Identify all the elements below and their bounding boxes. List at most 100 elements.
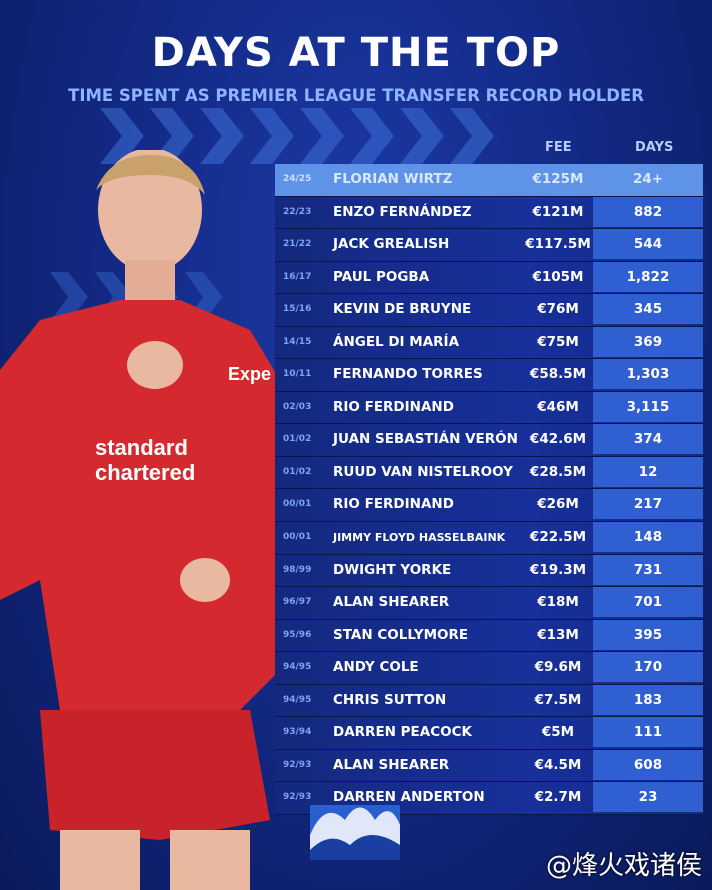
player-name-cell: KEVIN DE BRUYNE <box>333 301 472 318</box>
fee-cell: €75M <box>537 333 579 350</box>
fee-cell: €2.7M <box>534 789 582 806</box>
table-row: 15/16 KEVIN DE BRUYNE 345 €76M <box>275 294 703 327</box>
table-row: 00/01 RIO FERDINAND 217 €26M <box>275 489 703 523</box>
season-cell: 00/01 <box>283 499 312 510</box>
player-name-cell: ANDY COLE <box>333 659 419 676</box>
days-cell: 369 <box>593 326 703 357</box>
player-name-cell: CHRIS SUTTON <box>333 691 447 708</box>
player-name-cell: JUAN SEBASTIÁN VERÓN <box>333 431 518 448</box>
fee-cell: €117.5M <box>525 236 591 253</box>
table-row: 10/11 FERNANDO TORRES 1,303 €58.5M <box>275 359 703 392</box>
player-name-cell: RIO FERDINAND <box>333 398 454 415</box>
svg-text:chartered: chartered <box>95 460 195 485</box>
player-name-cell: RUUD VAN NISTELROOY <box>333 463 513 480</box>
table-row: 21/22 JACK GREALISH 544 €117.5M <box>275 229 703 262</box>
column-header-days: DAYS <box>635 140 674 155</box>
season-cell: 98/99 <box>283 564 312 575</box>
fee-cell: €28.5M <box>529 463 587 480</box>
fee-cell: €42.6M <box>529 431 587 448</box>
table-row: 98/99 DWIGHT YORKE 731 €19.3M <box>275 554 703 588</box>
season-cell: 16/17 <box>283 271 312 282</box>
days-cell: 608 <box>593 749 703 780</box>
fee-cell: €5M <box>541 724 575 741</box>
fee-cell: €121M <box>532 203 584 220</box>
player-name-cell: STAN COLLYMORE <box>333 626 469 643</box>
season-cell: 93/94 <box>283 727 312 738</box>
transfer-record-table: 24/25 FLORIAN WIRTZ 24+ €125M 22/23 ENZO FERN… <box>275 164 703 815</box>
days-cell: 395 <box>593 619 703 650</box>
svg-text:Expe: Expe <box>228 364 271 384</box>
page-subtitle: TIME SPENT AS PREMIER LEAGUE TRANSFER RE… <box>68 86 644 105</box>
fee-cell: €19.3M <box>529 561 587 578</box>
days-cell: 345 <box>593 294 703 325</box>
days-cell: 111 <box>593 717 703 748</box>
fee-cell: €7.5M <box>534 691 582 708</box>
column-header-fee: FEE <box>545 140 572 155</box>
player-name-cell: FLORIAN WIRTZ <box>333 171 453 187</box>
days-cell: 3,115 <box>593 391 703 422</box>
season-cell: 94/95 <box>283 662 312 673</box>
days-cell: 12 <box>593 456 703 487</box>
player-name-cell: ALAN SHEARER <box>333 594 450 611</box>
table-row: 94/95 ANDY COLE 170 €9.6M <box>275 652 703 685</box>
days-cell: 23 <box>593 782 703 813</box>
fee-cell: €9.6M <box>534 659 582 676</box>
player-image: standard chartered Expe <box>0 150 280 890</box>
fee-cell: €13M <box>537 626 579 643</box>
player-name-cell: DARREN ANDERTON <box>333 789 485 806</box>
season-cell: 94/95 <box>283 694 312 705</box>
table-row: 14/15 ÁNGEL DI MARÍA 369 €75M <box>275 326 703 360</box>
table-row: 02/03 RIO FERDINAND 3,115 €46M <box>275 391 703 425</box>
days-cell: 1,822 <box>593 261 703 292</box>
season-cell: 92/93 <box>283 759 312 770</box>
player-name-cell: JACK GREALISH <box>333 236 450 253</box>
days-cell: 24+ <box>632 171 664 187</box>
table-row: 93/94 DARREN PEACOCK 111 €5M <box>275 717 703 750</box>
days-cell: 731 <box>593 554 703 585</box>
season-cell: 21/22 <box>283 239 312 250</box>
season-cell: 10/11 <box>283 369 312 380</box>
watermark: @烽火戏诸侯 <box>545 851 702 881</box>
shirt-sponsor: standard <box>95 435 188 460</box>
table-row: 16/17 PAUL POGBA 1,822 €105M <box>275 261 703 295</box>
player-name-cell: JIMMY FLOYD HASSELBAINK <box>333 531 506 545</box>
table-row: 94/95 CHRIS SUTTON 183 €7.5M <box>275 684 703 718</box>
days-cell: 882 <box>593 196 703 227</box>
chevron-decoration-icon <box>100 108 494 164</box>
season-cell: 02/03 <box>283 401 312 412</box>
season-cell: 24/25 <box>283 174 312 184</box>
season-cell: 96/97 <box>283 597 312 608</box>
table-row: 00/01 JIMMY FLOYD HASSELBAINK 148 €22.5M <box>275 522 703 555</box>
days-cell: 544 <box>593 229 703 260</box>
player-name-cell: PAUL POGBA <box>333 268 430 285</box>
fee-cell: €105M <box>532 268 584 285</box>
season-cell: 15/16 <box>283 304 312 315</box>
days-cell: 170 <box>593 652 703 683</box>
player-name-cell: ALAN SHEARER <box>333 756 450 773</box>
player-name-cell: RIO FERDINAND <box>333 496 454 513</box>
table-row: 95/96 STAN COLLYMORE 395 €13M <box>275 619 703 653</box>
player-name-cell: ÁNGEL DI MARÍA <box>333 333 460 350</box>
wave-logo-icon <box>310 805 400 860</box>
fee-cell: €76M <box>537 301 579 318</box>
table-row: 92/93 ALAN SHEARER 608 €4.5M <box>275 749 703 783</box>
days-cell: 217 <box>593 489 703 520</box>
table-row: 22/23 ENZO FERNÁNDEZ 882 €121M <box>275 196 703 230</box>
table-row: 92/93 DARREN ANDERTON 23 €2.7M <box>275 782 703 815</box>
table-row: 01/02 JUAN SEBASTIÁN VERÓN 374 €42.6M <box>275 424 703 457</box>
page-title: DAYS AT THE TOP <box>151 30 561 76</box>
fee-cell: €46M <box>537 398 579 415</box>
days-cell: 148 <box>593 522 703 553</box>
fee-cell: €18M <box>537 594 579 611</box>
fee-cell: €26M <box>537 496 579 513</box>
fee-cell: €4.5M <box>534 756 582 773</box>
fee-cell: €22.5M <box>529 529 587 546</box>
season-cell: 22/23 <box>283 206 312 217</box>
season-cell: 14/15 <box>283 336 312 347</box>
table-row: 96/97 ALAN SHEARER 701 €18M <box>275 587 703 620</box>
fee-cell: €58.5M <box>529 366 587 383</box>
days-cell: 701 <box>593 587 703 618</box>
days-cell: 374 <box>593 424 703 455</box>
season-cell: 01/02 <box>283 434 312 445</box>
player-name-cell: DARREN PEACOCK <box>333 724 472 741</box>
